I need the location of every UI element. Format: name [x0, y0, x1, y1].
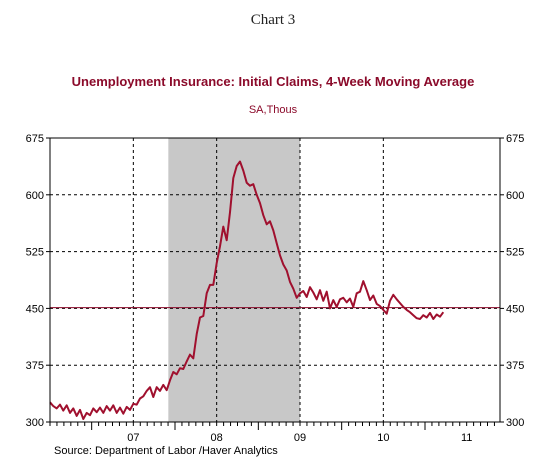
x-tick-label-2: 09: [294, 432, 306, 444]
y-tick-label-right-5: 675: [506, 133, 524, 145]
x-tick-label-4: 11: [461, 432, 472, 444]
recession-shade-layer: [168, 138, 300, 422]
plot-frame: [49, 137, 501, 423]
chart-subtitle: SA,Thous: [248, 104, 298, 116]
recession-shade: [168, 138, 300, 422]
y-tick-label-right-3: 525: [506, 247, 524, 259]
y-tick-label-right-1: 375: [506, 360, 524, 372]
x-tick-label-1: 08: [211, 432, 223, 444]
chart-label: Chart 3: [250, 12, 296, 28]
series-line-0: [49, 160, 445, 420]
y-tick-label-left-2: 450: [26, 303, 44, 315]
y-tick-label-left-4: 600: [26, 190, 44, 202]
y-tick-label-left-1: 375: [26, 360, 44, 372]
source-note: Source: Department of Labor /Haver Analy…: [54, 445, 278, 457]
series-layer: [49, 160, 445, 420]
axis-layer: 300 300 375 375 450 450 525 525 600 600 675 675 07 08…: [26, 133, 525, 444]
gridline-layer: [50, 138, 500, 422]
y-tick-label-left-5: 675: [26, 133, 44, 145]
y-tick-label-left-3: 525: [26, 247, 44, 259]
y-tick-label-right-4: 600: [506, 190, 524, 202]
x-tick-label-3: 10: [377, 432, 389, 444]
x-tick-label-0: 07: [127, 432, 139, 444]
y-tick-label-left-0: 300: [26, 417, 44, 429]
chart-title: Unemployment Insurance: Initial Claims, …: [71, 74, 475, 89]
y-tick-label-right-2: 450: [506, 303, 524, 315]
y-tick-label-right-0: 300: [506, 417, 524, 429]
